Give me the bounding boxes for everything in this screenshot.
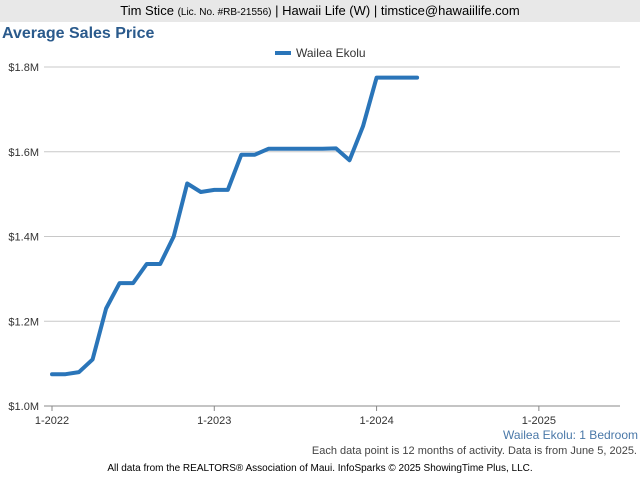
footer-credit: All data from the REALTORS® Association … (107, 463, 533, 474)
agent-license: (Lic. No. #RB-21556) (177, 7, 272, 18)
chart-title: Average Sales Price (2, 25, 155, 42)
x-tick-label: 1-2022 (35, 415, 69, 427)
chart-subtitle: Wailea Ekolu: 1 Bedroom (503, 428, 638, 442)
x-axis: 1-2022 1-2023 1-2024 1-2025 (35, 406, 556, 427)
agent-contact: | Hawaii Life (W) | timstice@hawaiilife.… (275, 3, 520, 18)
gridlines (44, 66, 620, 407)
x-tick-label: 1-2025 (522, 415, 556, 427)
x-tick-label: 1-2023 (197, 415, 231, 427)
agent-header-bar: Tim Stice (Lic. No. #RB-21556) | Hawaii … (0, 0, 640, 22)
legend-label: Wailea Ekolu (296, 46, 366, 60)
y-tick-label: $1.4M (8, 232, 39, 244)
series-layer (50, 75, 420, 377)
agent-name: Tim Stice (120, 3, 174, 18)
legend: Wailea Ekolu (275, 46, 366, 60)
y-tick-label: $1.6M (8, 147, 39, 159)
y-axis: $1.0M $1.2M $1.4M $1.6M $1.8M (8, 62, 39, 413)
y-tick-label: $1.8M (8, 62, 39, 74)
y-tick-label: $1.0M (8, 401, 39, 413)
data-note: Each data point is 12 months of activity… (311, 445, 637, 457)
series-line (50, 75, 420, 377)
y-tick-label: $1.2M (8, 316, 39, 328)
x-tick-label: 1-2024 (359, 415, 393, 427)
